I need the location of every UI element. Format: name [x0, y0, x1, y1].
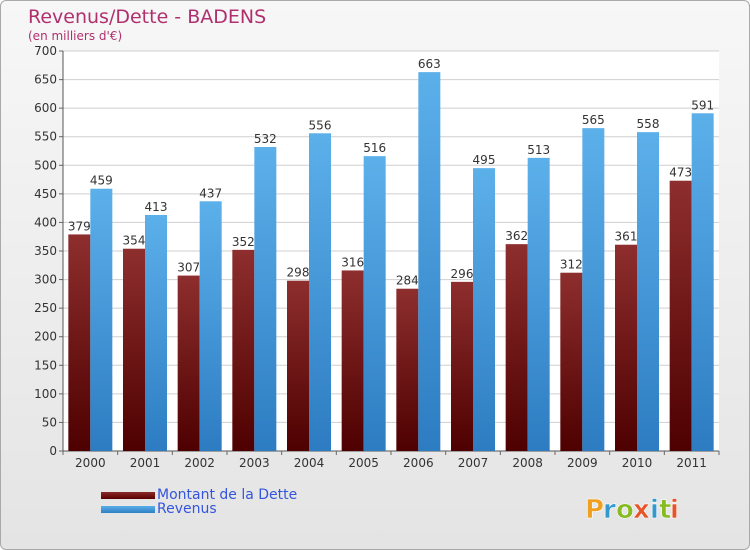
y-tick-label-650: 650 [34, 73, 57, 87]
data-label-debt-2011: 473 [669, 166, 692, 180]
data-label-revenue-2008: 513 [527, 143, 550, 157]
legend-label-revenue: Revenus [157, 501, 217, 517]
data-label-debt-2007: 296 [451, 267, 474, 281]
y-tick-label-500: 500 [34, 158, 57, 172]
logo-letter-6: i [670, 495, 679, 525]
x-tick-label-2003: 2003 [239, 456, 270, 470]
y-tick-label-400: 400 [34, 215, 57, 229]
data-label-revenue-2010: 558 [637, 117, 660, 131]
bar-debt-2002 [177, 275, 200, 451]
legend-swatch-revenue [101, 505, 155, 513]
x-tick-label-2010: 2010 [622, 456, 653, 470]
bar-debt-2003 [232, 249, 255, 451]
chart-subtitle: (en milliers d'€) [28, 29, 123, 43]
x-tick-label-2000: 2000 [75, 456, 106, 470]
data-label-debt-2001: 354 [123, 234, 146, 248]
data-label-revenue-2005: 516 [363, 141, 386, 155]
bar-debt-2009 [560, 272, 583, 451]
proxiti-logo: Pr o x i ti [585, 495, 680, 526]
x-tick-label-2005: 2005 [348, 456, 379, 470]
data-label-debt-2000: 379 [68, 219, 91, 233]
bar-debt-2007 [451, 281, 473, 451]
y-tick-label-0: 0 [49, 444, 57, 458]
legend-swatch-debt [101, 491, 155, 499]
y-tick-label-350: 350 [34, 244, 57, 258]
data-label-revenue-2001: 413 [145, 200, 168, 214]
x-tick-label-2002: 2002 [184, 456, 215, 470]
y-tick-label-600: 600 [34, 101, 57, 115]
data-label-debt-2008: 362 [505, 229, 528, 243]
data-label-debt-2003: 352 [232, 235, 255, 249]
x-tick-label-2004: 2004 [294, 456, 325, 470]
bar-debt-2004 [287, 280, 309, 451]
data-label-debt-2006: 284 [396, 274, 419, 288]
legend-item-debt: Montant de la Dette [101, 487, 297, 503]
logo-letter-5: t [659, 495, 671, 525]
bar-revenue-2003 [254, 147, 277, 451]
bar-revenue-2011 [691, 113, 714, 452]
y-tick-label-150: 150 [34, 358, 57, 372]
bar-revenue-2002 [199, 201, 222, 451]
bar-revenue-2006 [418, 72, 441, 452]
y-tick-label-50: 50 [42, 415, 57, 429]
x-tick-label-2007: 2007 [458, 456, 489, 470]
data-label-revenue-2006: 663 [418, 57, 441, 71]
data-label-debt-2005: 316 [341, 255, 364, 269]
bar-revenue-2004 [309, 133, 331, 452]
bar-debt-2001 [123, 248, 145, 451]
bar-debt-2006 [396, 288, 419, 451]
data-label-revenue-2011: 591 [691, 98, 714, 112]
bar-debt-2010 [615, 244, 637, 451]
x-tick-label-2001: 2001 [130, 456, 161, 470]
y-tick-label-300: 300 [34, 273, 57, 287]
bar-revenue-2005 [363, 156, 386, 451]
logo-letter-3: x [633, 495, 650, 525]
bar-revenue-2007 [473, 168, 495, 451]
y-tick-label-700: 700 [34, 44, 57, 58]
data-label-debt-2002: 307 [177, 261, 200, 275]
x-tick-label-2009: 2009 [567, 456, 598, 470]
legend-label-debt: Montant de la Dette [157, 487, 298, 503]
data-label-revenue-2004: 556 [309, 118, 332, 132]
logo-letter-1: r [603, 495, 616, 525]
chart-title: Revenus/Dette - BADENS [28, 6, 267, 28]
logo-letter-0: P [585, 495, 604, 525]
y-tick-label-250: 250 [34, 301, 57, 315]
y-tick-label-100: 100 [34, 387, 57, 401]
logo-letter-4: i [650, 495, 659, 525]
x-tick-label-2011: 2011 [676, 456, 707, 470]
data-label-revenue-2009: 565 [582, 113, 605, 127]
data-label-revenue-2000: 459 [90, 174, 113, 188]
data-label-revenue-2003: 532 [254, 132, 277, 146]
bar-debt-2011 [669, 180, 692, 451]
data-label-debt-2009: 312 [560, 258, 583, 272]
bar-revenue-2009 [582, 128, 605, 451]
bar-revenue-2010 [637, 132, 659, 451]
logo-letter-2: o [616, 495, 634, 525]
y-tick-label-200: 200 [34, 330, 57, 344]
bar-revenue-2008 [527, 157, 550, 451]
y-tick-label-550: 550 [34, 130, 57, 144]
y-tick-label-450: 450 [34, 187, 57, 201]
legend-item-revenue: Revenus [101, 501, 217, 517]
data-label-revenue-2002: 437 [199, 186, 222, 200]
bar-revenue-2000 [90, 188, 113, 451]
x-tick-label-2006: 2006 [403, 456, 434, 470]
bar-debt-2000 [68, 234, 91, 451]
data-label-debt-2010: 361 [615, 230, 638, 244]
bar-debt-2005 [341, 270, 364, 451]
data-label-debt-2004: 298 [287, 266, 310, 280]
bar-debt-2008 [505, 244, 528, 451]
data-label-revenue-2007: 495 [473, 153, 496, 167]
x-tick-label-2008: 2008 [512, 456, 543, 470]
bar-revenue-2001 [145, 215, 167, 451]
